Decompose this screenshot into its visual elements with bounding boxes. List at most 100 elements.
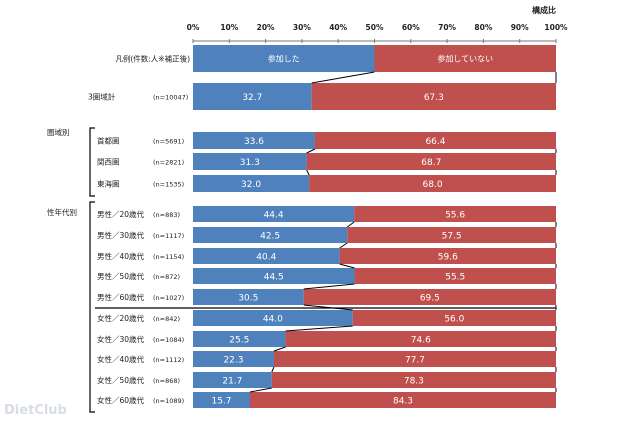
row-label: 男性／30歳代 — [97, 230, 145, 240]
connector-line — [271, 366, 275, 373]
bar-not-participated — [309, 175, 556, 192]
row-label: 男性／50歳代 — [97, 271, 145, 281]
data-label-participated: 31.3 — [240, 158, 260, 168]
bar-participated — [193, 83, 312, 110]
unit-label: 構成比 — [532, 5, 556, 15]
connector-line — [339, 242, 348, 249]
watermark: DietClub — [4, 403, 67, 418]
x-tick-label: 80% — [474, 23, 492, 32]
connector-line — [306, 169, 310, 176]
row-label: 女性／60歳代 — [97, 395, 145, 405]
row-label: 女性／20歳代 — [97, 313, 145, 323]
x-tick-label: 50% — [366, 23, 384, 32]
row-label: 男性／20歳代 — [97, 209, 145, 219]
bar-participated — [193, 206, 355, 222]
data-label-not-participated: 77.7 — [405, 356, 425, 366]
sample-size: (n=1027) — [153, 294, 184, 302]
bar-not-participated — [354, 206, 556, 222]
bar-participated — [193, 372, 272, 388]
data-label-participated: 44.0 — [263, 315, 283, 325]
bar-not-participated — [352, 310, 556, 326]
sample-size: (n=10047) — [153, 94, 188, 102]
connector-line — [249, 387, 272, 393]
connector-line — [273, 346, 286, 352]
x-tick-label: 100% — [544, 23, 568, 32]
sample-size: (n=1154) — [153, 253, 184, 261]
bar-not-participated — [273, 351, 556, 367]
bar-participated — [193, 227, 348, 243]
data-label-participated: 44.4 — [264, 211, 284, 221]
bar-participated — [193, 310, 353, 326]
data-label-participated: 21.7 — [222, 377, 242, 387]
data-label-not-participated: 57.5 — [442, 232, 462, 242]
bar-not-participated — [354, 268, 556, 284]
sample-size: (n=1089) — [153, 397, 184, 405]
legend-title: 凡例(件数:人※補正後) — [115, 54, 190, 64]
x-tick-label: 10% — [220, 23, 238, 32]
row-label: 女性／30歳代 — [97, 334, 145, 344]
data-label-not-participated: 66.4 — [425, 137, 445, 147]
bar-not-participated — [306, 153, 556, 170]
row-label: 女性／40歳代 — [97, 354, 145, 364]
connector-line — [339, 263, 355, 269]
data-label-not-participated: 56.0 — [444, 315, 464, 325]
row-label: 女性／50歳代 — [97, 375, 145, 385]
data-label-participated: 44.5 — [264, 273, 284, 283]
data-label-not-participated: 68.0 — [423, 180, 443, 190]
connector-line — [306, 148, 316, 154]
connector-line — [303, 283, 355, 290]
sample-size: (n=868) — [153, 377, 180, 385]
data-label-not-participated: 84.3 — [393, 397, 413, 407]
data-label-not-participated: 55.5 — [445, 273, 465, 283]
legend-label-participated: 参加した — [268, 54, 300, 64]
data-label-participated: 32.7 — [242, 93, 262, 103]
data-label-participated: 40.4 — [256, 253, 276, 263]
group-label: 性年代別 — [47, 207, 77, 217]
row-label: 首都圏 — [97, 136, 120, 146]
data-label-participated: 42.5 — [260, 232, 280, 242]
bar-participated — [193, 268, 355, 284]
group-bracket — [89, 201, 95, 413]
data-label-not-participated: 59.6 — [438, 253, 458, 263]
sample-size: (n=883) — [153, 211, 180, 219]
bar-not-participated — [249, 392, 556, 408]
sample-size: (n=5691) — [153, 138, 184, 146]
bar-participated — [193, 331, 286, 347]
sample-size: (n=842) — [153, 315, 180, 323]
connector-line — [285, 325, 353, 332]
data-label-not-participated: 55.6 — [445, 211, 465, 221]
data-label-participated: 30.5 — [238, 294, 258, 304]
bar-not-participated — [314, 132, 556, 149]
bar-not-participated — [285, 331, 556, 347]
bar-not-participated — [303, 289, 556, 305]
sample-size: (n=872) — [153, 273, 180, 281]
data-label-not-participated: 68.7 — [421, 158, 441, 168]
data-label-not-participated: 67.3 — [424, 93, 444, 103]
legend-swatch-participated — [193, 45, 375, 72]
bar-participated — [193, 248, 340, 264]
x-tick-label: 60% — [402, 23, 420, 32]
data-label-participated: 15.7 — [211, 397, 231, 407]
bar-not-participated — [339, 248, 556, 264]
sample-size: (n=1117) — [153, 232, 184, 240]
bar-not-participated — [271, 372, 556, 388]
row-label: 関西圏 — [97, 158, 120, 167]
legend-swatch-not-participated — [374, 45, 556, 72]
data-label-participated: 25.5 — [229, 336, 249, 346]
data-label-participated: 32.0 — [241, 180, 261, 190]
sample-size: (n=2821) — [153, 159, 184, 167]
sample-size: (n=1084) — [153, 336, 184, 344]
row-label: 3圏域計 — [88, 92, 116, 102]
x-tick-label: 20% — [257, 23, 275, 32]
bar-participated — [193, 175, 310, 192]
row-label: 男性／40歳代 — [97, 251, 145, 261]
bar-participated — [193, 289, 304, 305]
bar-participated — [193, 132, 315, 149]
data-label-participated: 33.6 — [244, 137, 264, 147]
row-label: 男性／60歳代 — [97, 292, 145, 302]
group-bracket — [89, 127, 95, 197]
data-label-not-participated: 69.5 — [420, 294, 440, 304]
sample-size: (n=1112) — [153, 356, 184, 364]
bar-participated — [193, 351, 274, 367]
